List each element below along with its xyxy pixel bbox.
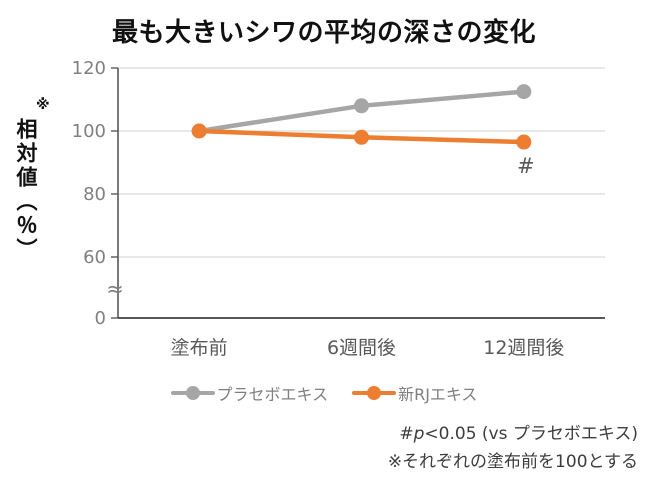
significance-rest: <0.05 (vs プラセボエキス) [424,424,638,444]
legend-item-rj: 新RJエキス [352,381,477,405]
svg-text:12週間後: 12週間後 [483,337,564,359]
y-axis-note-mark: ※ [36,97,50,113]
significance-hash: # [399,424,414,444]
gray-line-marker-icon [170,386,215,400]
legend-item-placebo: プラセボエキス [170,381,329,405]
svg-text:60: 60 [83,247,106,268]
chart-legend: プラセボエキス 新RJエキス [0,381,648,405]
svg-text:塗布前: 塗布前 [171,336,228,359]
significance-note: #p<0.05 (vs プラセボエキス) [388,420,638,448]
svg-text:#: # [517,154,535,178]
chart-footnotes: #p<0.05 (vs プラセボエキス) ※それぞれの塗布前を100とする [388,420,638,476]
legend-label-rj: 新RJエキス [398,385,478,404]
svg-text:≈: ≈ [106,277,124,301]
svg-text:6週間後: 6週間後 [327,337,396,359]
legend-label-placebo: プラセボエキス [216,385,329,404]
significance-p: p [413,424,425,444]
svg-text:120: 120 [72,58,106,79]
svg-text:80: 80 [83,184,106,205]
baseline-note: ※それぞれの塗布前を100とする [387,452,638,472]
chart-title: 最も大きいシワの平均の深さの変化 [111,18,536,48]
y-axis-label: 相対値（％） [14,118,38,262]
svg-text:0: 0 [95,308,106,329]
svg-text:100: 100 [72,121,106,142]
orange-line-marker-icon [352,386,397,400]
